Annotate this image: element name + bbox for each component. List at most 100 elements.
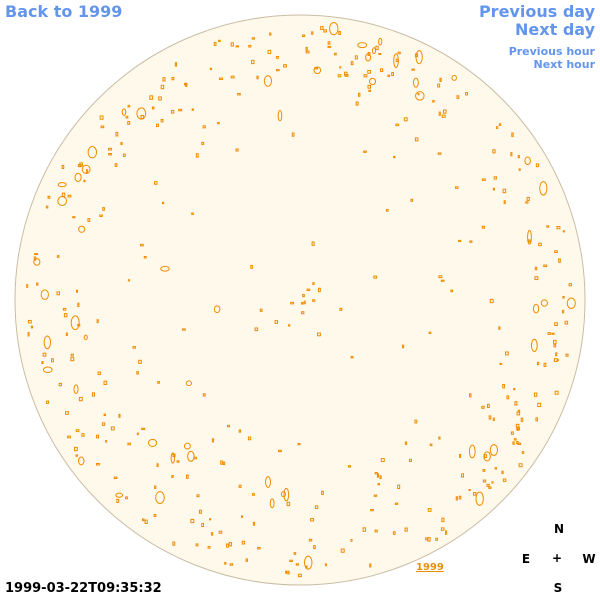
contour [537,402,542,408]
contour [79,162,83,167]
contour [143,255,147,259]
contour [61,164,65,170]
contour [91,392,95,397]
contour [371,47,377,55]
contour [229,563,234,566]
contour [65,332,68,337]
previous-hour-link[interactable]: Previous hour [508,45,595,58]
contour [213,305,221,314]
contour [97,371,101,376]
next-day-link[interactable]: Next day [515,20,595,39]
year-link[interactable]: 1999 [416,562,444,573]
contour [222,461,226,466]
contour [160,84,165,90]
contour [516,427,520,431]
contour [438,275,443,279]
contour [367,69,372,74]
contour [417,93,420,96]
contour [362,527,367,532]
contour [289,559,293,563]
contour [437,152,442,155]
contour [323,29,327,33]
contour [363,150,367,153]
contour [78,225,86,233]
contour [535,417,539,422]
contour [78,396,83,402]
contour [368,89,371,92]
contour [235,148,239,152]
magnetic-contours [26,22,576,578]
contour [391,72,394,77]
contour [202,393,206,397]
contour [440,279,445,282]
contour [247,436,252,441]
contour [170,109,175,114]
contour [103,413,106,417]
contour [502,188,507,194]
contour [141,427,146,430]
contour [254,327,259,332]
contour [185,380,192,387]
contour [526,196,530,201]
contour [565,353,569,357]
contour [308,538,313,542]
contour [75,429,80,433]
contour [553,343,557,348]
contour [127,120,131,125]
previous-day-link[interactable]: Previous day [478,2,595,21]
contour [186,474,189,479]
contour [492,149,496,154]
contour [532,303,540,314]
contour [46,400,49,404]
contour [481,405,485,409]
back-link[interactable]: Back to 1999 [5,2,123,21]
contour [63,313,68,318]
contour [162,201,165,205]
compass-west: W [582,552,596,566]
contour [498,326,501,330]
contour [62,307,67,311]
compass-north: N [553,522,565,536]
contour [171,475,174,478]
contour [70,357,75,362]
contour [314,505,319,509]
contour [442,109,447,114]
contour [438,111,441,116]
contour [475,491,484,506]
contour [492,187,496,191]
contour [42,366,53,374]
contour [181,328,186,331]
contour [517,442,522,445]
contour [339,307,343,311]
contour [432,100,435,103]
contour [116,498,120,503]
contour [469,240,473,243]
contour [75,454,79,457]
contour [30,325,34,329]
contour [468,444,476,459]
contour [357,42,368,49]
contour [124,496,128,500]
contour [195,153,199,158]
compass-center: + [551,551,563,565]
contour [26,284,29,288]
contour [365,53,372,62]
contour [285,570,288,574]
next-hour-link[interactable]: Next hour [533,58,596,71]
contour [301,302,304,305]
contour [297,442,301,446]
contour [320,26,324,31]
contour [410,198,414,202]
contour [140,243,144,247]
contour [363,74,368,78]
contour [207,546,211,549]
contour [377,483,381,486]
contour [277,110,283,122]
contour [172,541,176,546]
contour [115,492,123,498]
contour [312,299,316,302]
contour [34,253,39,256]
contour [562,296,565,299]
contour [369,563,372,568]
contour [178,108,183,112]
